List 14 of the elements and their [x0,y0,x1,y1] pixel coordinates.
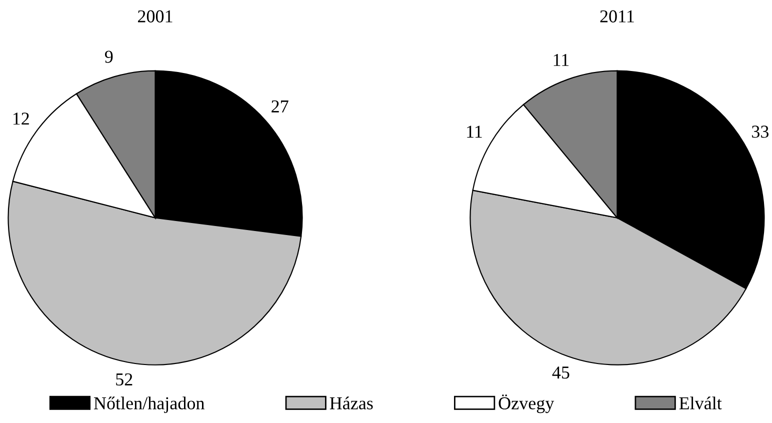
chart-title: 2001 [138,10,172,22]
data-label: 11 [554,54,569,66]
data-label: 11 [467,126,482,138]
data-label: 45 [552,366,570,379]
data-label: 27 [272,100,288,112]
legend-label: Házas [330,396,373,410]
data-label: 33 [752,126,769,138]
legend-label: Nőtlen/hajadon [94,396,204,414]
data-label: 9 [104,50,113,63]
chart-title: 2011 [600,10,634,22]
data-label: 52 [116,373,132,386]
data-label: 12 [13,112,29,125]
legend-label: Özvegy [498,394,554,414]
legend-label: Elvált [679,396,722,410]
